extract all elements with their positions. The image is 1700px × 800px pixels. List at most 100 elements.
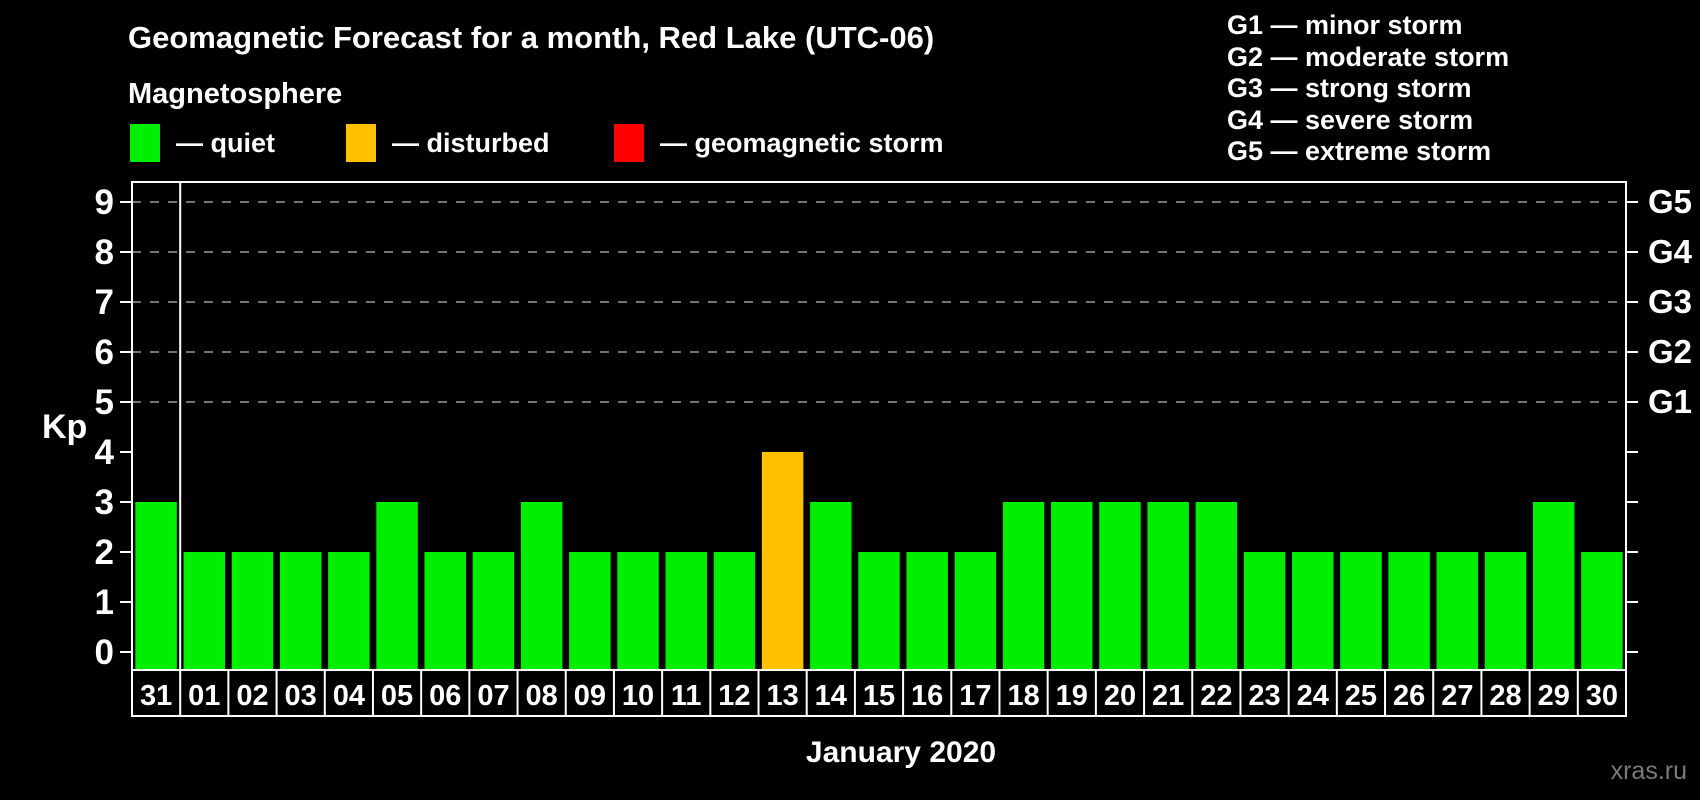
x-tick-day-27: 27 <box>1441 680 1473 712</box>
x-tick-day-20: 20 <box>1104 680 1136 712</box>
month-label: January 2020 <box>805 736 997 769</box>
g-axis-label-G4: G4 <box>1648 233 1693 270</box>
x-tick-day-02: 02 <box>236 680 268 712</box>
x-tick-day-11: 11 <box>671 680 702 712</box>
x-tick-day-31: 31 <box>140 680 172 712</box>
kp-axis-title: Kp <box>42 408 87 446</box>
bar-day-16 <box>906 552 948 669</box>
bar-day-28 <box>1484 552 1527 669</box>
bar-day-20 <box>1099 502 1141 669</box>
x-tick-day-19: 19 <box>1056 680 1088 712</box>
bar-day-06 <box>424 552 467 669</box>
storm-scale-g4: G4 — severe storm <box>1227 104 1474 135</box>
bar-day-19 <box>1051 502 1093 669</box>
quiet-color-swatch <box>130 124 160 162</box>
x-tick-day-12: 12 <box>718 680 750 712</box>
kp-axis-tick-label-4: 4 <box>95 433 115 472</box>
bar-day-22 <box>1195 502 1238 669</box>
day-label-row-border <box>131 669 1627 717</box>
kp-axis-tick-label-9: 9 <box>95 183 114 222</box>
bar-day-03 <box>279 552 322 669</box>
legend-quiet-label: — quiet <box>176 127 275 158</box>
x-tick-day-30: 30 <box>1586 680 1618 712</box>
x-tick-day-08: 08 <box>526 680 558 712</box>
x-tick-day-01: 01 <box>188 680 220 712</box>
bar-day-11 <box>665 552 707 669</box>
storm-scale-g3: G3 — strong storm <box>1227 73 1472 103</box>
x-tick-day-15: 15 <box>863 680 895 712</box>
kp-axis-tick-label-3: 3 <box>95 483 114 522</box>
kp-axis-tick-label-8: 8 <box>95 233 114 272</box>
storm-color-swatch <box>614 124 644 162</box>
bar-day-10 <box>617 552 659 669</box>
kp-axis-tick-label-6: 6 <box>95 333 114 372</box>
storm-scale-legend: G1 — minor storm G2 — moderate storm G3 … <box>1227 10 1509 168</box>
bar-day-29 <box>1532 502 1575 669</box>
bar-day-08 <box>520 502 563 669</box>
g-axis-label-G1: G1 <box>1648 383 1692 420</box>
g-axis-label-G2: G2 <box>1648 333 1692 370</box>
x-tick-day-22: 22 <box>1200 680 1232 712</box>
bar-day-15 <box>858 552 900 669</box>
bar-day-31 <box>135 502 177 669</box>
x-tick-day-24: 24 <box>1297 680 1329 712</box>
bar-day-14 <box>810 502 852 669</box>
bar-day-01 <box>183 552 226 669</box>
x-tick-day-29: 29 <box>1538 680 1570 712</box>
kp-axis-tick-label-5: 5 <box>95 383 114 422</box>
bar-day-24 <box>1291 552 1334 669</box>
legend-item-quiet: — quiet <box>130 124 275 162</box>
x-tick-day-18: 18 <box>1007 680 1039 712</box>
x-tick-day-17: 17 <box>959 680 991 712</box>
bar-day-18 <box>1002 502 1045 669</box>
x-tick-day-05: 05 <box>381 680 413 712</box>
storm-scale-g1: G1 — minor storm <box>1227 10 1463 40</box>
x-tick-day-25: 25 <box>1345 680 1377 712</box>
bar-day-27 <box>1436 552 1479 669</box>
x-tick-day-10: 10 <box>622 680 654 712</box>
storm-scale-g5: G5 — extreme storm <box>1227 136 1492 166</box>
bar-day-17 <box>954 552 997 669</box>
legend-storm-label: — geomagnetic storm <box>660 127 944 158</box>
g-axis-label-G5: G5 <box>1648 183 1692 220</box>
bar-day-23 <box>1243 552 1286 669</box>
bar-day-12 <box>713 552 756 669</box>
legend-disturbed-label: — disturbed <box>392 127 550 158</box>
bar-day-13 <box>761 452 804 669</box>
bar-day-25 <box>1340 552 1382 669</box>
x-tick-day-13: 13 <box>766 680 798 712</box>
x-tick-day-23: 23 <box>1248 680 1280 712</box>
bar-day-02 <box>231 552 274 669</box>
x-tick-day-09: 09 <box>574 680 606 712</box>
x-tick-day-06: 06 <box>429 680 461 712</box>
legend-item-storm: — geomagnetic storm <box>614 124 944 162</box>
bar-day-30 <box>1581 552 1623 669</box>
legend-item-disturbed: — disturbed <box>346 124 550 162</box>
watermark: xras.ru <box>1610 757 1687 785</box>
bar-day-09 <box>569 552 611 669</box>
x-tick-day-28: 28 <box>1489 680 1521 712</box>
magnetosphere-subtitle: Magnetosphere <box>128 78 343 110</box>
g-axis-label-G3: G3 <box>1648 283 1692 320</box>
x-tick-day-26: 26 <box>1393 680 1425 712</box>
x-tick-day-14: 14 <box>815 680 847 712</box>
bar-day-26 <box>1388 552 1430 669</box>
x-tick-day-03: 03 <box>285 680 317 712</box>
kp-axis-tick-label-2: 2 <box>95 533 114 572</box>
kp-axis-tick-label-0: 0 <box>95 633 114 672</box>
x-tick-day-16: 16 <box>911 680 943 712</box>
storm-scale-g2: G2 — moderate storm <box>1227 41 1510 72</box>
kp-axis-tick-label-7: 7 <box>95 283 114 322</box>
x-tick-day-21: 21 <box>1152 680 1184 712</box>
disturbed-color-swatch <box>346 124 376 162</box>
kp-axis-tick-label-1: 1 <box>95 583 114 622</box>
bar-day-21 <box>1147 502 1189 669</box>
bar-day-07 <box>472 552 515 669</box>
bar-day-05 <box>376 502 418 669</box>
bar-day-04 <box>328 552 370 669</box>
x-tick-day-07: 07 <box>477 680 509 712</box>
x-tick-day-04: 04 <box>333 680 365 712</box>
chart-title: Geomagnetic Forecast for a month, Red La… <box>128 20 935 55</box>
